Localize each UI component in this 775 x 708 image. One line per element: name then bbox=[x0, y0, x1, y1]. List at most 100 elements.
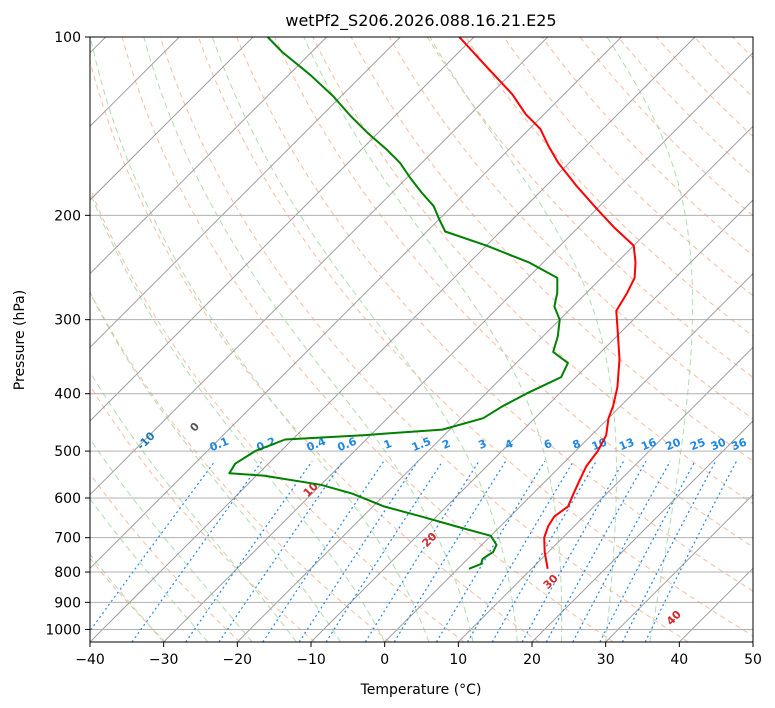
y-tick-label: 600 bbox=[54, 491, 81, 507]
dry-adiabat-line bbox=[198, 37, 753, 637]
mixing-ratio-label: 25 bbox=[688, 436, 707, 454]
dewpoint-profile-line bbox=[228, 37, 569, 570]
y-tick-label: 200 bbox=[54, 208, 81, 224]
dry-adiabat-line bbox=[90, 59, 540, 642]
mixing-ratio-line bbox=[90, 460, 216, 632]
dry-adiabat-line bbox=[694, 37, 753, 98]
dry-adiabat-line bbox=[90, 384, 316, 642]
dry-adiabat-line bbox=[388, 37, 753, 420]
y-tick-label: 800 bbox=[54, 565, 81, 581]
dry-adiabat-label: 40 bbox=[664, 608, 684, 628]
mixing-ratio-label: 36 bbox=[730, 435, 749, 453]
dry-adiabat-line bbox=[90, 186, 465, 642]
mixing-ratio-label: 2 bbox=[440, 437, 452, 452]
isotherm-line bbox=[310, 199, 753, 642]
moist-adiabat-line bbox=[606, 37, 694, 642]
x-axis: −40 −30 −20 −10 0 10 20 30 40 50 bbox=[75, 642, 762, 668]
x-tick-label: −10 bbox=[296, 652, 326, 668]
isotherm-line bbox=[678, 567, 753, 642]
dry-adiabat-label: 20 bbox=[420, 530, 440, 550]
dry-adiabat-line bbox=[236, 37, 753, 592]
y-tick-label: 100 bbox=[54, 30, 81, 46]
isotherm-line bbox=[384, 272, 753, 642]
dry-adiabat-label: 30 bbox=[541, 572, 561, 592]
isotherm-line bbox=[457, 346, 753, 642]
isotherm-line bbox=[163, 51, 753, 642]
isotherm-line bbox=[236, 125, 753, 642]
isotherm-line bbox=[90, 37, 328, 275]
plot-frame bbox=[89, 36, 754, 643]
x-axis-title: Temperature (°C) bbox=[360, 682, 482, 698]
x-tick-label: 50 bbox=[744, 652, 762, 668]
moist-adiabat-line bbox=[303, 37, 563, 642]
dry-adiabat-line bbox=[350, 37, 753, 462]
moist-adiabat-line bbox=[90, 370, 297, 642]
mixing-ratio-line bbox=[185, 460, 313, 642]
dry-adiabat-line bbox=[121, 37, 614, 642]
dry-adiabat-label: -10 bbox=[134, 429, 157, 452]
x-tick-label: 30 bbox=[597, 652, 615, 668]
mixing-ratio-label: 16 bbox=[639, 435, 658, 453]
x-tick-label: −20 bbox=[223, 652, 253, 668]
y-axis-title: Pressure (hPa) bbox=[12, 290, 28, 390]
mixing-ratio-line bbox=[262, 460, 385, 642]
y-tick-label: 500 bbox=[54, 444, 81, 460]
mixing-ratio-line bbox=[218, 460, 344, 642]
mixing-ratio-line bbox=[644, 460, 738, 642]
x-tick-label: 20 bbox=[523, 652, 541, 668]
mixing-ratio-label: 8 bbox=[571, 437, 583, 452]
isotherm-line bbox=[90, 37, 254, 201]
isotherm-line bbox=[90, 37, 622, 570]
moist-adiabat-line bbox=[90, 37, 430, 642]
moist-adiabat-line bbox=[90, 553, 165, 642]
dry-adiabat-line bbox=[90, 291, 390, 642]
y-tick-label: 300 bbox=[54, 313, 81, 329]
x-tick-label: 40 bbox=[670, 652, 688, 668]
x-tick-label: 0 bbox=[380, 652, 389, 668]
mixing-ratio-line bbox=[325, 460, 444, 642]
x-tick-label: −40 bbox=[75, 652, 105, 668]
mixing-ratio-line bbox=[131, 460, 263, 642]
y-tick-label: 1000 bbox=[45, 622, 81, 638]
dry-adiabat-line bbox=[465, 37, 753, 337]
temperature-profile-line bbox=[458, 37, 637, 569]
mixing-ratio-label: 30 bbox=[709, 435, 728, 453]
dry-adiabat-label: 0 bbox=[187, 420, 202, 435]
profile-series bbox=[228, 37, 637, 570]
mixing-ratio-line bbox=[364, 460, 480, 642]
moist-adiabat-line bbox=[143, 37, 474, 642]
mixing-ratio-label: 1 bbox=[382, 437, 394, 452]
mixing-ratio-line bbox=[393, 460, 507, 642]
x-tick-label: −30 bbox=[149, 652, 179, 668]
isotherm-line bbox=[90, 37, 549, 496]
dry-adiabat-line bbox=[159, 37, 689, 642]
dry-adiabat-line bbox=[90, 472, 241, 642]
isotherm-line bbox=[752, 641, 753, 642]
mixing-ratio-line bbox=[521, 460, 625, 642]
chart-title: wetPf2_S206.2026.088.16.21.E25 bbox=[285, 11, 556, 31]
y-axis: 100 200 300 400 500 600 700 800 900 1000 bbox=[45, 30, 90, 638]
isotherm-line bbox=[90, 37, 401, 349]
moist-adiabat-line bbox=[90, 438, 253, 642]
dry-adiabat-line bbox=[656, 37, 753, 138]
dry-adiabat-line bbox=[312, 37, 753, 505]
mixing-ratio-label: 13 bbox=[617, 436, 636, 454]
mixing-ratio-line bbox=[545, 460, 647, 642]
mixing-ratio-line bbox=[572, 460, 671, 642]
moist-adiabat-line bbox=[429, 37, 617, 642]
x-tick-label: 10 bbox=[449, 652, 467, 668]
y-tick-label: 900 bbox=[54, 595, 81, 611]
mixing-ratio-label: 20 bbox=[664, 435, 683, 453]
moist-adiabat-line bbox=[90, 497, 209, 642]
dry-adiabat-line bbox=[274, 37, 753, 548]
isotherm-line bbox=[90, 37, 696, 642]
mixing-ratio-label: 3 bbox=[477, 437, 489, 452]
dry-adiabat-line bbox=[426, 37, 753, 378]
dry-adiabat-line bbox=[771, 37, 775, 642]
isotherm-line bbox=[531, 420, 753, 642]
moist-adiabat-line bbox=[90, 292, 341, 642]
mixing-ratio-line bbox=[435, 460, 546, 642]
isotherm-line bbox=[605, 493, 753, 642]
moist-adiabat-line bbox=[90, 190, 386, 642]
mixing-ratio-line bbox=[621, 460, 717, 642]
